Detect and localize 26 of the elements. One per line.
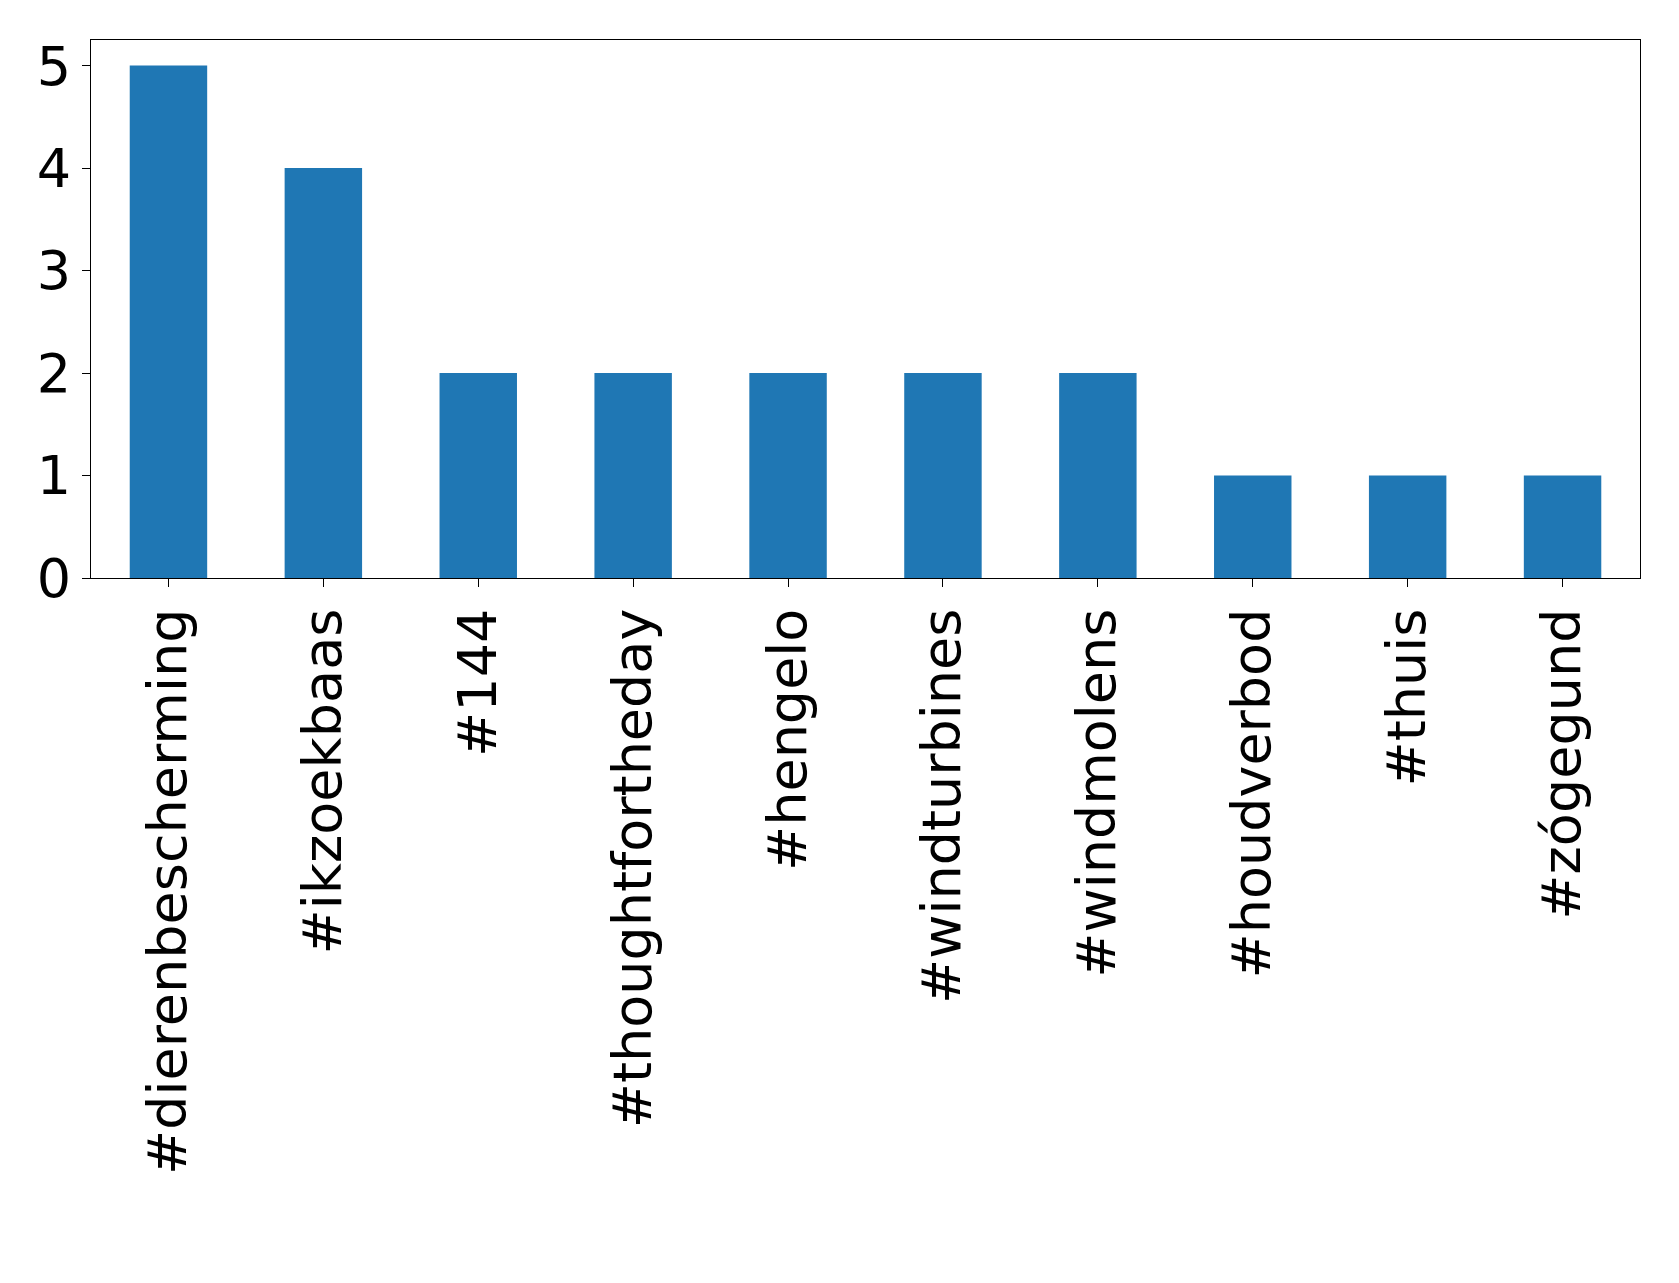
x-tick-label: #dierenbescherming [136, 608, 199, 1175]
y-tick-label: 1 [36, 444, 72, 508]
x-tick-label: #ikzoekbaas [290, 608, 354, 955]
bar [1523, 475, 1602, 578]
y-tick-label: 2 [36, 341, 72, 405]
x-tick-label: #windturbines [910, 608, 974, 1004]
x-tick-label: #windmolens [1065, 608, 1129, 978]
bar [904, 373, 982, 578]
bar [1214, 475, 1292, 578]
x-tick-label: #houdverbod [1220, 608, 1284, 979]
y-tick-label: 4 [36, 137, 72, 200]
bar [1368, 475, 1447, 578]
bar [1059, 373, 1137, 578]
bar [439, 373, 517, 578]
x-tick-label: #zógegund [1530, 608, 1594, 920]
bar [749, 373, 827, 578]
x-tick-label: #hengelo [755, 608, 819, 872]
x-tick-label: #144 [445, 608, 509, 757]
bar [129, 65, 208, 578]
bar [284, 168, 363, 578]
x-tick-label: #thoughtfortheday [600, 608, 664, 1129]
y-tick-label: 0 [36, 546, 72, 610]
y-tick-label: 5 [36, 34, 72, 98]
bar [594, 373, 672, 578]
x-tick-label: #thuis [1375, 608, 1439, 787]
y-tick-label: 3 [36, 239, 72, 303]
